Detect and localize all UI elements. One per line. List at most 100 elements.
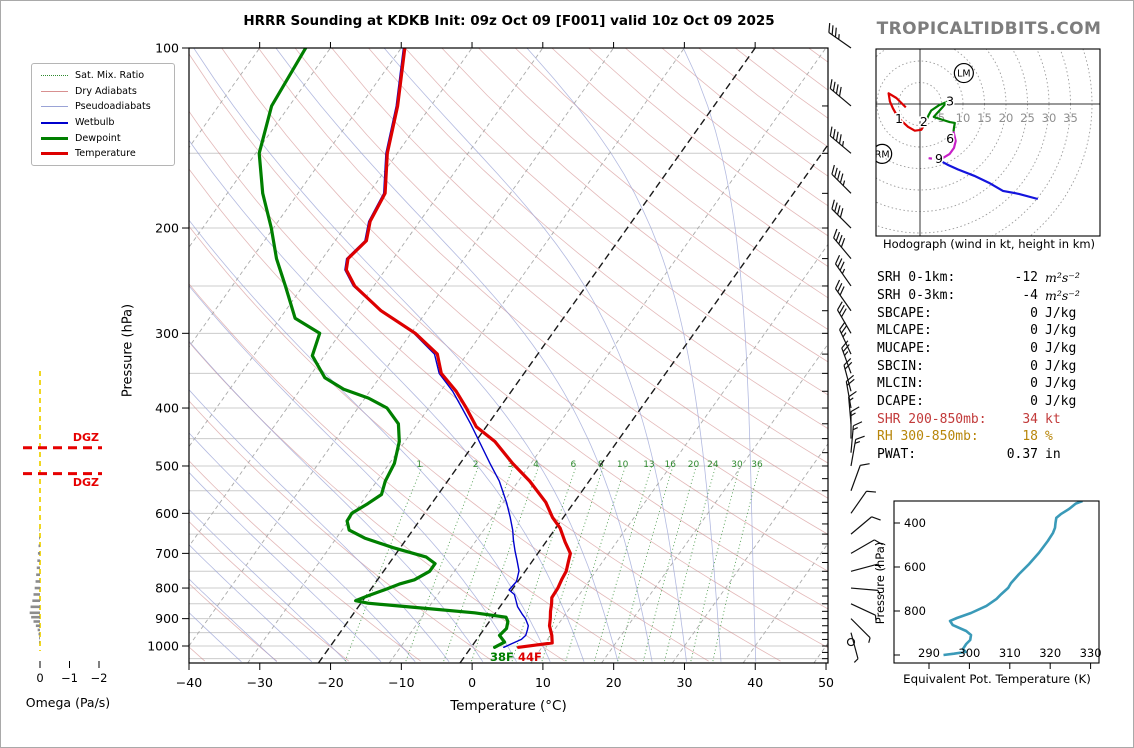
wind-barb [828,22,852,49]
hodograph-height-label: 6 [946,131,954,146]
stat-unit: J/kg [1045,323,1077,338]
omega-tick-label: 0 [36,671,43,685]
wind-barb [845,374,855,409]
omega-panel: 0 −1 −2 [23,371,107,685]
omega-bar [35,624,40,628]
legend-label: Sat. Mix. Ratio [75,70,145,82]
temperature-tick-label: −20 [317,675,343,690]
legend-item-dry-adiabats: Dry Adiabats [32,84,174,100]
stat-label: SRH 0-3km: [877,288,956,303]
stat-row-sbcape: SBCAPE: 0 J/kg [877,306,1097,322]
wind-barb [850,435,865,467]
hodograph: 5 10 15 20 25 30 35 1 2 3 69 LM RM [875,48,1101,237]
omega-tick-label: −2 [91,671,108,685]
legend-label: Pseudoadiabats [75,101,151,113]
line-swatch-icon [41,152,68,156]
stat-row-mlcape: MLCAPE: 0 J/kg [877,323,1097,339]
stat-label: SHR 200-850mb: [877,412,987,427]
dgz-label-bottom: DGZ [72,476,99,489]
thetae-frame [893,500,1100,664]
stat-value: 0 [1030,359,1038,374]
wind-barb [850,463,870,491]
pressure-tick-label: 800 [155,581,179,596]
wind-barb [829,79,852,107]
wind-barb [843,358,853,392]
thetae-profile [943,501,1083,657]
mixing-ratio-label: 36 [751,460,763,470]
hodograph-trace-9km-stub [928,157,940,161]
hodograph-height-label: 9 [935,151,943,166]
temperature-tick-label: 20 [606,675,622,690]
mixing-ratio-label: 13 [643,460,654,470]
stat-unit: J/kg [1045,376,1077,391]
omega-axis-label: Omega (Pa/s) [25,695,111,710]
legend-label: Wetbulb [75,117,115,129]
stat-label: SBCIN: [877,359,924,374]
stat-row-sbcin: SBCIN: 0 J/kg [877,359,1097,375]
stat-row-mucape: MUCAPE: 0 J/kg [877,341,1097,357]
legend-item-temperature: Temperature [32,146,174,162]
mixing-ratio-label: 16 [664,460,676,470]
wind-barb [841,340,852,374]
mixing-ratio-label: 24 [707,460,719,470]
line-swatch-icon [41,121,68,124]
pressure-tick-label: 200 [155,221,179,236]
page-title: HRRR Sounding at KDKB Init: 09z Oct 09 [… [243,13,775,29]
line-swatch-icon [41,90,68,92]
wind-barb [850,563,882,572]
thetae-xtick-label: 320 [1039,646,1061,660]
stat-label: MLCAPE: [877,323,932,338]
skewt-axis-ticks [182,42,828,670]
stat-value: 0 [1030,376,1038,391]
omega-bar [37,628,40,632]
stat-value: 0.37 [1006,447,1038,462]
skewt-plot-area: 12346810131620243036 [189,48,828,663]
temperature-tick-label: −40 [176,675,202,690]
legend-label: Dewpoint [75,132,121,144]
profile-temperature [344,48,573,649]
wind-barb [850,406,860,439]
wind-barb [850,539,883,554]
stat-label: MLCIN: [877,376,924,391]
omega-bar [38,544,40,548]
stat-value: 0 [1030,323,1038,338]
stat-label: DCAPE: [877,394,924,409]
omega-bar [39,636,40,640]
temperature-tick-label: −10 [388,675,414,690]
omega-bar [30,605,40,609]
stat-value: 0 [1030,394,1038,409]
mixing-ratio-label: 3 [508,460,514,470]
mixing-ratio-label: 6 [570,460,576,470]
stat-unit: % [1045,429,1053,444]
y-axis-label-pressure: Pressure (hPa) [120,303,136,398]
svg-text:5: 5 [938,111,945,125]
pressure-tick-label: 700 [155,546,179,561]
legend-label: Dry Adiabats [75,85,137,97]
omega-bar [29,611,40,615]
pressure-tick-label: 900 [155,611,179,626]
stat-row-srh-0-3km: SRH 0-3km: -4 m²s⁻² [877,288,1097,304]
thetae-ytick-label: 600 [904,560,926,574]
wind-barb [850,587,881,596]
thetae-xtick-label: 290 [918,646,940,660]
wind-barb [831,199,852,229]
omega-bar [35,580,40,583]
legend-item-dewpoint: Dewpoint [32,130,174,146]
stat-value: 18 [1022,429,1038,444]
profile-wetbulb [344,48,529,648]
thetae-xtick-label: 300 [958,646,980,660]
temperature-tick-label: 40 [747,675,763,690]
omega-bar [36,566,40,570]
wind-barb [850,618,871,643]
surface-dewpoint-label: 38F [490,650,514,664]
hodograph-trace-0-3km [887,92,927,132]
omega-bar [32,599,40,603]
skewt-frame [188,47,829,664]
mixing-ratio-label: 30 [731,460,743,470]
omega-bar [39,528,40,532]
hodograph-trace-3-6km [924,100,956,132]
line-swatch-icon [41,136,68,140]
stat-unit: m²s⁻² [1045,288,1080,303]
wind-barb [839,321,852,355]
wind-barb [848,390,857,424]
